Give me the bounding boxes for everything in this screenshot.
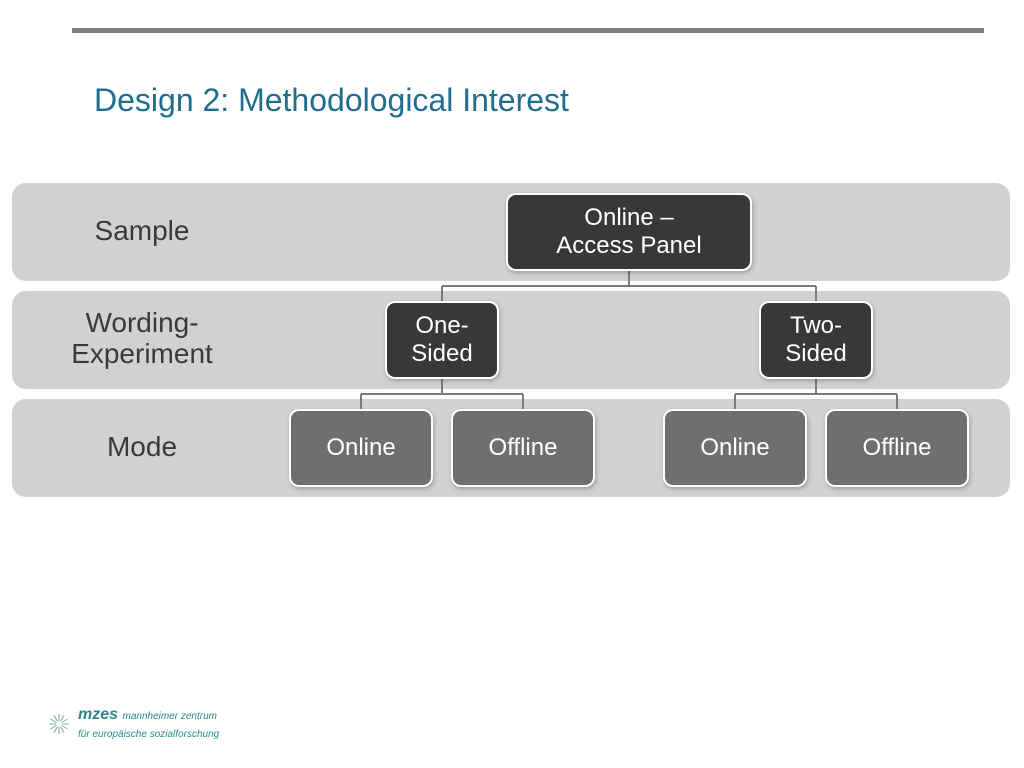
tree-node-one: One-Sided (385, 301, 499, 379)
tree-node-off1: Offline (451, 409, 595, 487)
tree-node-off2: Offline (825, 409, 969, 487)
mzes-logo-icon (46, 713, 72, 735)
row-label: Wording-Experiment (12, 308, 272, 370)
row-label: Sample (12, 216, 272, 247)
row-label: Mode (12, 432, 272, 463)
top-rule (72, 28, 984, 33)
tree-node-on2: Online (663, 409, 807, 487)
slide-title: Design 2: Methodological Interest (94, 82, 569, 119)
footer-branding: mzes mannheimer zentrum für europäische … (46, 706, 219, 742)
tree-node-two: Two-Sided (759, 301, 873, 379)
footer-line1: mannheimer zentrum (122, 711, 216, 722)
footer-brand: mzes (78, 706, 118, 723)
footer-line2: für europäische sozialforschung (78, 729, 219, 740)
tree-node-root: Online – Access Panel (506, 193, 752, 271)
tree-node-on1: Online (289, 409, 433, 487)
